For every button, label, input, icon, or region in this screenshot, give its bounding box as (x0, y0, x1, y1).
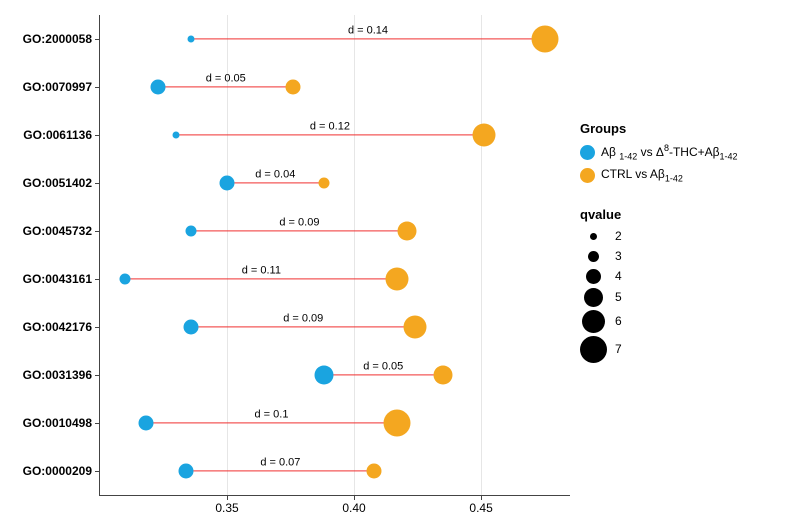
y-category-label: GO:0042176 (23, 320, 100, 334)
connector (158, 86, 293, 87)
connector (176, 134, 483, 135)
legend-size-swatch (590, 233, 597, 240)
d-label: d = 0.12 (310, 121, 350, 133)
d-label: d = 0.09 (283, 313, 323, 325)
connector (191, 38, 544, 39)
legend-qvalue-label: 2 (615, 228, 622, 245)
legend-group-label: CTRL vs Aβ1-42 (601, 166, 683, 185)
connector (146, 422, 398, 423)
legend: Groups Aβ 1-42 vs Δ8-THC+Aβ1-42 CTRL vs Aβ… (580, 120, 738, 366)
data-point (151, 80, 166, 95)
y-tick (95, 183, 100, 184)
legend-group-row: CTRL vs Aβ1-42 (580, 166, 738, 185)
y-category-label: GO:2000058 (23, 32, 100, 46)
y-tick (95, 87, 100, 88)
legend-qvalue-row: 7 (580, 336, 738, 363)
y-tick (95, 231, 100, 232)
go-dot-range-chart: 0.35 0.40 0.45 GO:2000058 GO:0070997 GO:00611… (0, 0, 787, 527)
y-category-label: GO:0043161 (23, 272, 100, 286)
data-point (138, 416, 153, 431)
legend-qvalue-row: 2 (580, 228, 738, 245)
data-point (398, 222, 417, 241)
data-point (184, 320, 199, 335)
data-point (386, 268, 409, 291)
data-point (120, 274, 131, 285)
connector (191, 230, 407, 231)
legend-group-label: Aβ 1-42 vs Δ8-THC+Aβ1-42 (601, 142, 738, 163)
y-category-label: GO:0010498 (23, 416, 100, 430)
legend-qvalue-row: 4 (580, 268, 738, 285)
legend-group-row: Aβ 1-42 vs Δ8-THC+Aβ1-42 (580, 142, 738, 163)
y-tick (95, 471, 100, 472)
y-tick (95, 39, 100, 40)
legend-qvalue-row: 5 (580, 288, 738, 307)
legend-qvalue-label: 3 (615, 248, 622, 265)
legend-qvalue-row: 6 (580, 310, 738, 333)
data-point (404, 316, 427, 339)
legend-swatch (580, 168, 595, 183)
data-point (367, 464, 382, 479)
legend-size-swatch (588, 251, 599, 262)
legend-qvalue-label: 6 (615, 313, 622, 330)
legend-size-swatch (580, 336, 607, 363)
legend-qvalue-title: qvalue (580, 206, 738, 224)
d-label: d = 0.09 (279, 217, 319, 229)
connector (186, 470, 374, 471)
data-point (318, 178, 329, 189)
y-tick (95, 423, 100, 424)
y-tick (95, 279, 100, 280)
d-label: d = 0.11 (242, 265, 281, 277)
y-category-label: GO:0051402 (23, 176, 100, 190)
data-point (179, 464, 194, 479)
legend-groups-title: Groups (580, 120, 738, 138)
plot-area: 0.350.400.45GO:2000058GO:0070997GO:00611… (99, 15, 570, 496)
connector (324, 374, 443, 375)
d-label: d = 0.1 (255, 409, 289, 421)
x-tick-label: 0.35 (215, 495, 238, 515)
connector (125, 278, 397, 279)
data-point (531, 26, 558, 53)
d-label: d = 0.14 (348, 25, 388, 37)
d-label: d = 0.07 (260, 457, 300, 469)
data-point (173, 132, 180, 139)
data-point (314, 366, 333, 385)
x-tick-label: 0.45 (469, 495, 492, 515)
d-label: d = 0.05 (206, 73, 246, 85)
y-category-label: GO:0045732 (23, 224, 100, 238)
d-label: d = 0.04 (255, 169, 295, 181)
y-tick (95, 327, 100, 328)
d-label: d = 0.05 (363, 361, 403, 373)
data-point (286, 80, 301, 95)
legend-size-swatch (584, 288, 603, 307)
legend-swatch (580, 145, 595, 160)
legend-qvalue-label: 4 (615, 268, 622, 285)
data-point (220, 176, 235, 191)
data-point (472, 124, 495, 147)
data-point (433, 366, 452, 385)
legend-size-swatch (586, 269, 601, 284)
legend-qvalue-row: 3 (580, 248, 738, 265)
legend-qvalue-label: 7 (615, 341, 622, 358)
connector (191, 326, 415, 327)
y-category-label: GO:0031396 (23, 368, 100, 382)
data-point (384, 410, 411, 437)
x-tick-label: 0.40 (342, 495, 365, 515)
data-point (186, 226, 197, 237)
legend-qvalue-label: 5 (615, 289, 622, 306)
data-point (188, 36, 195, 43)
connector (227, 182, 324, 183)
y-tick (95, 135, 100, 136)
legend-size-swatch (582, 310, 605, 333)
y-tick (95, 375, 100, 376)
y-category-label: GO:0000209 (23, 464, 100, 478)
y-category-label: GO:0061136 (23, 128, 100, 142)
y-category-label: GO:0070997 (23, 80, 100, 94)
gridline-v (481, 15, 482, 495)
